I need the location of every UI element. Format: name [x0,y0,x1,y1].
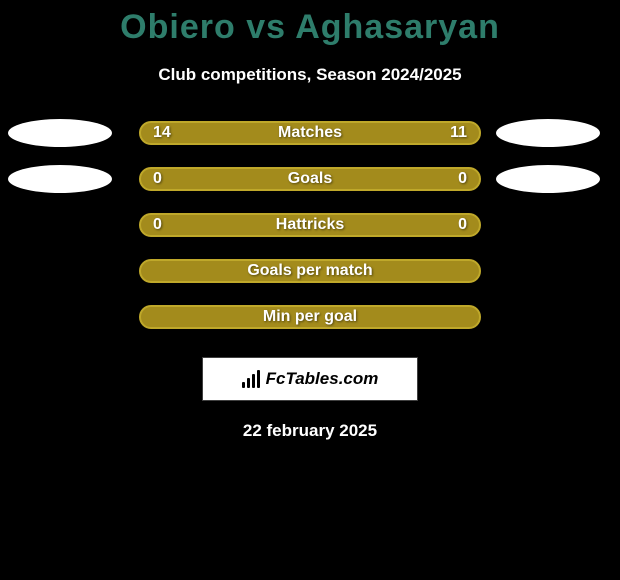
stat-bar: 14 Matches 11 [139,121,481,145]
comparison-card: Obiero vs Aghasaryan Club competitions, … [0,0,620,441]
stat-row: Goals per match [0,259,620,283]
stat-value-right: 0 [458,216,467,234]
stat-value-left: 0 [153,170,162,188]
stats-list: 14 Matches 11 0 Goals 0 0 Hattricks 0 Goals per m… [0,121,620,329]
stat-label: Hattricks [276,216,344,234]
stat-row: 14 Matches 11 [0,121,620,145]
stat-label: Goals [288,170,332,188]
stat-row: 0 Hattricks 0 [0,213,620,237]
stat-label: Matches [278,124,342,142]
stat-value-left: 14 [153,124,171,142]
stat-value-right: 0 [458,170,467,188]
chart-icon [242,370,260,388]
stat-value-right: 11 [450,124,467,142]
left-flag-ellipse [8,119,112,147]
stat-bar: 0 Goals 0 [139,167,481,191]
player-left-name: Obiero [120,8,236,46]
right-flag-ellipse [496,165,600,193]
stat-row: Min per goal [0,305,620,329]
right-flag-ellipse [496,119,600,147]
player-right-name: Aghasaryan [295,8,500,46]
stat-bar: Min per goal [139,305,481,329]
stat-label: Goals per match [247,262,372,280]
stat-bar: 0 Hattricks 0 [139,213,481,237]
stat-label: Min per goal [263,308,357,326]
stat-bar: Goals per match [139,259,481,283]
left-flag-ellipse [8,165,112,193]
watermark-text: FcTables.com [266,369,379,389]
watermark-badge: FcTables.com [202,357,418,401]
stat-row: 0 Goals 0 [0,167,620,191]
snapshot-date: 22 february 2025 [0,421,620,441]
subtitle: Club competitions, Season 2024/2025 [0,65,620,85]
vs-text: vs [246,8,286,46]
page-title: Obiero vs Aghasaryan [0,8,620,47]
stat-value-left: 0 [153,216,162,234]
